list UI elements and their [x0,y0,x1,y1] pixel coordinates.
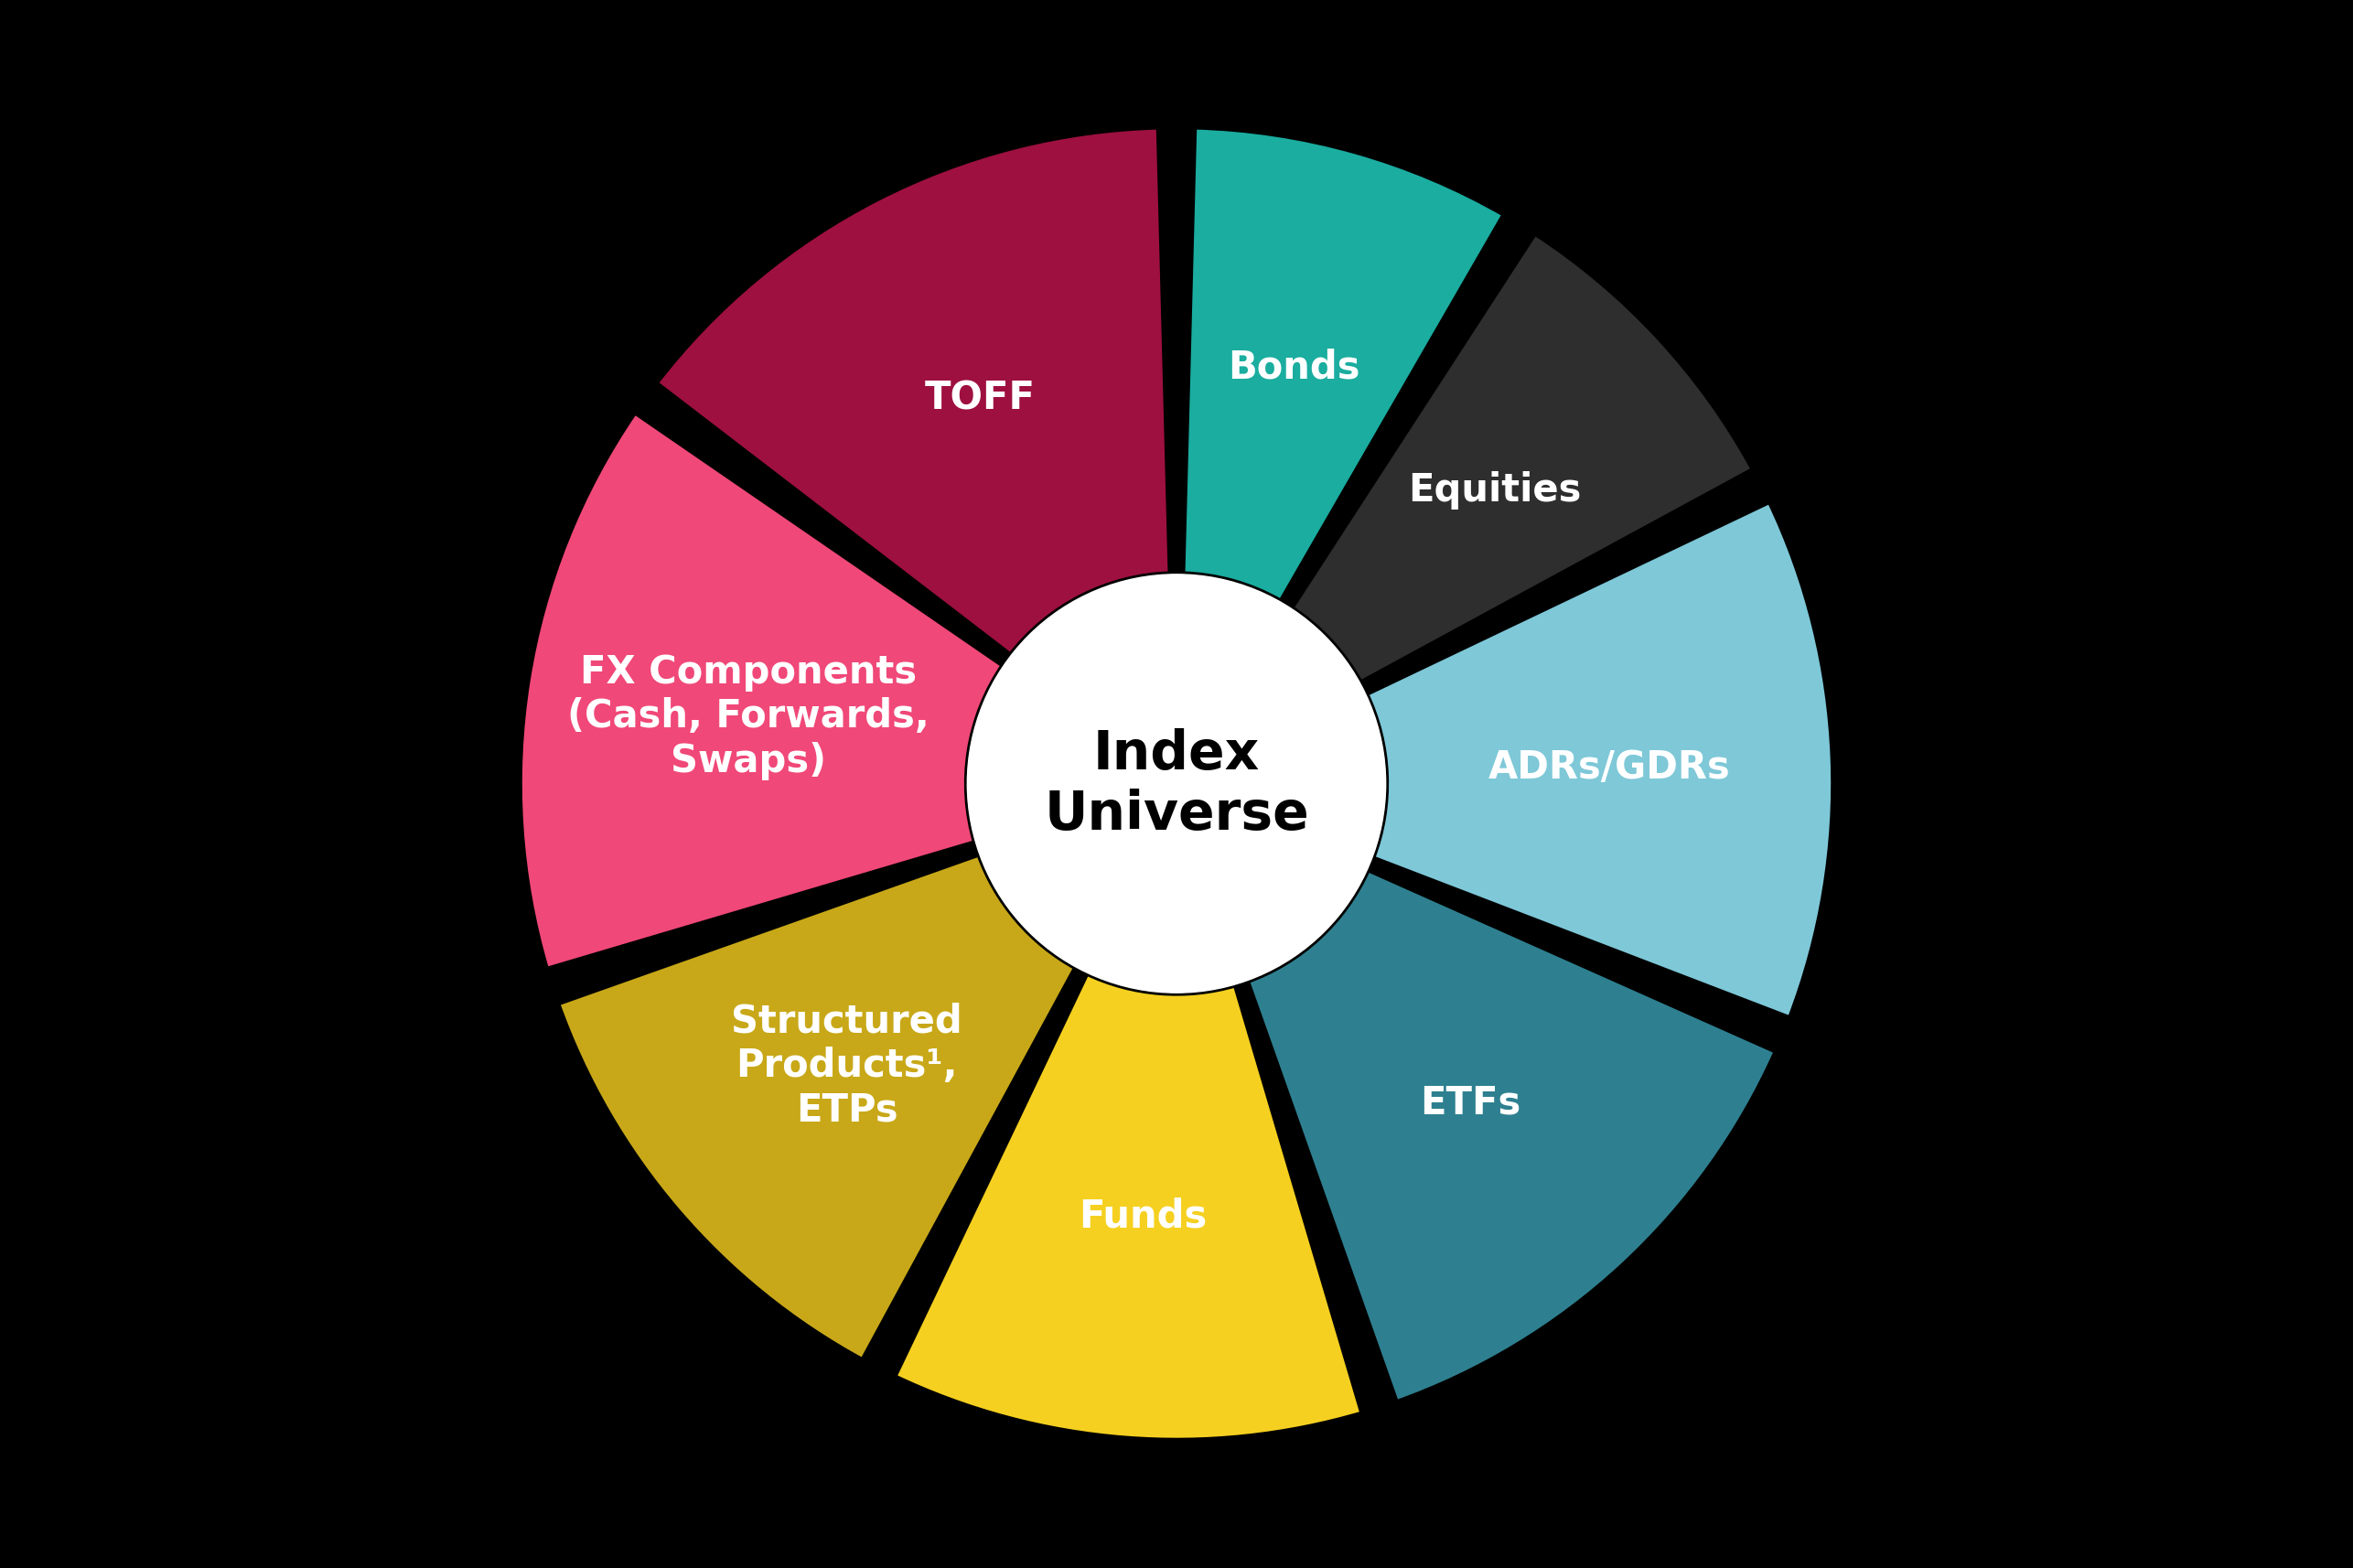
Wedge shape [1365,502,1833,1019]
Text: Funds: Funds [1078,1196,1207,1236]
Wedge shape [1247,869,1777,1403]
Text: ADRs/GDRs: ADRs/GDRs [1489,748,1729,786]
Text: Structured
Products¹,
ETPs: Structured Products¹, ETPs [732,1002,962,1129]
Wedge shape [894,972,1362,1441]
Wedge shape [558,855,1078,1361]
Text: ETFs: ETFs [1421,1083,1520,1121]
Text: Equities: Equities [1407,470,1581,510]
Text: TOFF: TOFF [925,379,1035,417]
Text: FX Components
(Cash, Forwards,
Swaps): FX Components (Cash, Forwards, Swaps) [567,652,929,779]
Circle shape [967,575,1386,993]
Wedge shape [1181,127,1506,604]
Text: Bonds: Bonds [1228,348,1360,386]
Text: Index
Universe: Index Universe [1045,728,1308,840]
Wedge shape [1289,234,1755,684]
Wedge shape [654,127,1172,657]
Wedge shape [520,412,1005,971]
